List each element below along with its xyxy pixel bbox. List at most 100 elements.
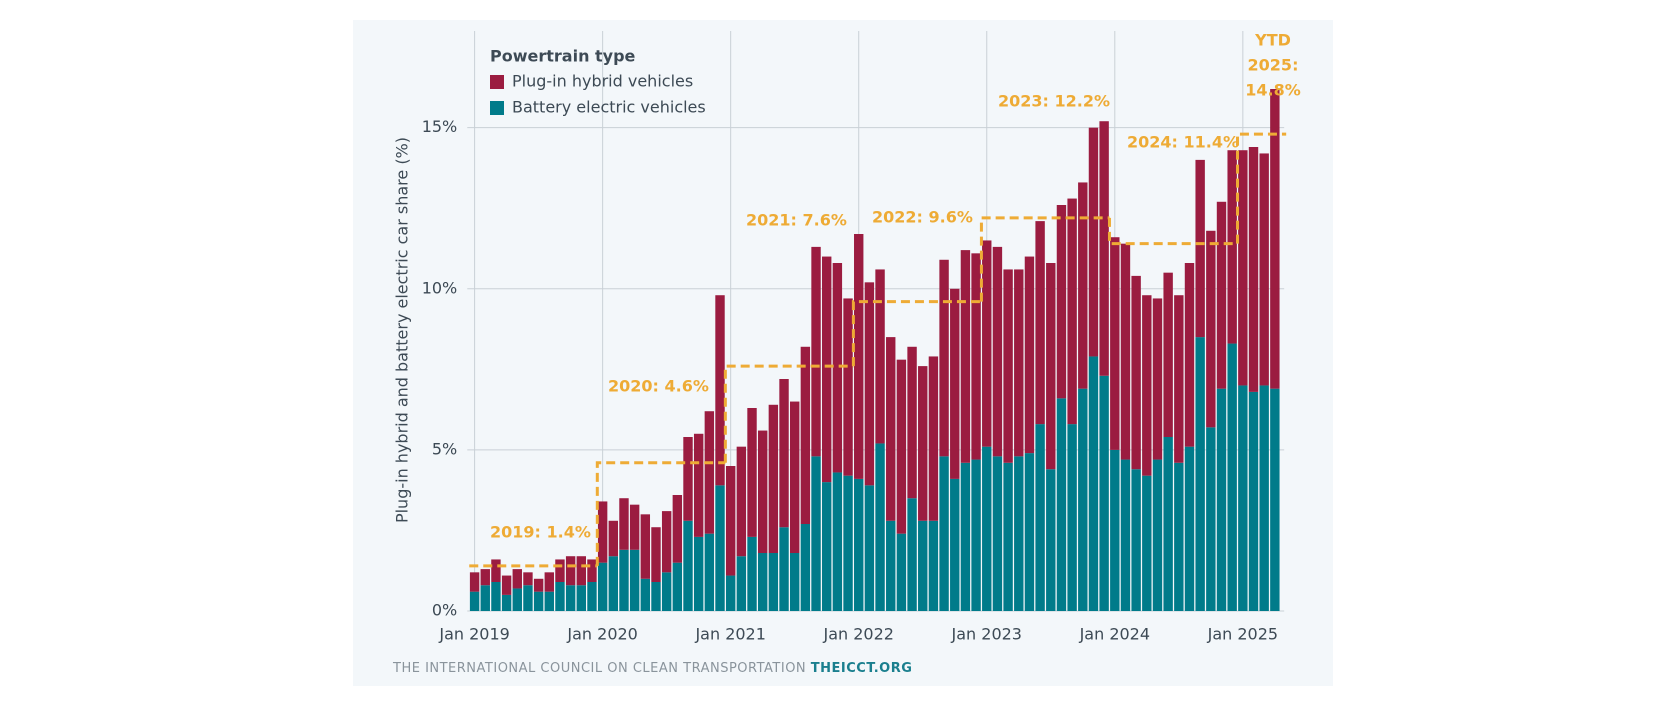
bar-segment <box>971 459 981 611</box>
bar-segment <box>1195 159 1205 338</box>
bar-segment <box>747 408 757 537</box>
legend-label: Plug-in hybrid vehicles <box>512 72 693 91</box>
bar-segment <box>1174 462 1184 611</box>
bar-segment <box>757 430 768 553</box>
bar-segment <box>1120 459 1131 611</box>
bar-segment <box>1088 127 1099 357</box>
x-tick-label: Jan 2025 <box>1207 625 1278 644</box>
bar-segment <box>555 559 565 582</box>
bar-segment <box>843 475 853 611</box>
bar-segment <box>811 246 821 457</box>
bar-segment <box>683 520 693 611</box>
bar-segment <box>939 456 949 611</box>
bar-segment <box>1238 385 1248 611</box>
bar-segment <box>864 282 875 486</box>
bar-segment <box>651 527 661 582</box>
bar-segment <box>1227 343 1237 611</box>
bar-segment <box>480 569 490 586</box>
bar-segment <box>661 511 672 573</box>
bar-segment <box>886 520 896 611</box>
bar-segment <box>672 495 683 563</box>
bar-segment <box>1024 256 1035 454</box>
bar-segment <box>950 478 960 611</box>
bar-segment <box>629 549 640 611</box>
bar-segment <box>576 585 586 611</box>
x-tick-label: Jan 2019 <box>438 625 509 644</box>
bar-segment <box>565 585 576 611</box>
bar-segment <box>864 485 875 611</box>
bar-segment <box>640 514 651 579</box>
bar-segment <box>1206 427 1216 611</box>
bar-segment <box>544 591 554 611</box>
bar-segment <box>1099 375 1109 611</box>
bar-segment <box>843 298 853 476</box>
bar-segment <box>832 263 843 473</box>
bar-segment <box>918 366 928 521</box>
bar-segment <box>1206 230 1216 428</box>
y-axis-label: Plug-in hybrid and battery electric car … <box>393 137 412 523</box>
legend-title: Powertrain type <box>490 47 636 66</box>
bar-segment <box>1270 388 1280 611</box>
bar-segment <box>832 472 843 611</box>
bar-segment <box>896 359 907 534</box>
annotation: 14.8% <box>1245 81 1301 100</box>
bar-segment <box>1046 469 1056 611</box>
bar-segment <box>896 533 907 611</box>
bar-segment <box>512 588 522 611</box>
y-tick-label: 10% <box>422 278 458 297</box>
bar-segment <box>1131 469 1141 611</box>
y-tick-label: 15% <box>422 117 458 136</box>
bar-segment <box>1099 121 1109 376</box>
bar-segment <box>907 346 917 499</box>
x-tick-label: Jan 2021 <box>694 625 765 644</box>
bar-segment <box>971 253 981 460</box>
bar-segment <box>928 520 939 611</box>
annotation: YTD <box>1254 31 1291 50</box>
bar-segment <box>1174 295 1184 463</box>
bar-segment <box>469 591 480 611</box>
bar-segment <box>1078 388 1088 611</box>
y-tick-label: 5% <box>432 439 457 458</box>
bar-segment <box>747 536 757 611</box>
bar-segment <box>960 462 971 611</box>
bar-segment <box>1035 221 1045 425</box>
bar-segment <box>1078 182 1088 389</box>
bar-segment <box>886 337 896 521</box>
annotation: 2023: 12.2% <box>998 92 1110 111</box>
average-step <box>1107 217 1238 246</box>
bar-segment <box>1067 198 1077 425</box>
bar-segment <box>672 562 683 611</box>
bar-segment <box>501 575 512 595</box>
bar-segment <box>1003 269 1013 463</box>
bar-segment <box>1110 237 1120 450</box>
bar-segment <box>469 572 480 592</box>
x-tick-label: Jan 2024 <box>1079 625 1150 644</box>
annotation: 2020: 4.6% <box>608 377 709 396</box>
bar-segment <box>512 569 522 589</box>
x-tick-label: Jan 2020 <box>566 625 637 644</box>
annotation: 2022: 9.6% <box>872 208 973 227</box>
average-step <box>851 300 982 367</box>
bar-segment <box>768 553 779 611</box>
bar-segment <box>715 485 725 611</box>
bar-segment <box>779 379 789 528</box>
bar-segment <box>1259 153 1269 386</box>
bar-segment <box>555 582 565 611</box>
bar-segment <box>597 562 608 611</box>
bar-segment <box>704 533 715 611</box>
bar-segment <box>608 520 619 557</box>
bar-segment <box>811 456 821 611</box>
bar-segment <box>992 246 1003 457</box>
bar-segment <box>1248 147 1259 392</box>
bar-segment <box>982 446 992 611</box>
bar-segment <box>640 578 651 611</box>
annotation: 2025: <box>1248 56 1299 75</box>
bar-segment <box>1024 453 1035 611</box>
footer: THE INTERNATIONAL COUNCIL ON CLEAN TRANS… <box>392 661 912 676</box>
bar-segment <box>875 443 885 611</box>
bar-segment <box>950 288 960 479</box>
bar-segment <box>1238 150 1248 386</box>
bar-segment <box>523 585 533 611</box>
bar-segment <box>1142 475 1152 611</box>
